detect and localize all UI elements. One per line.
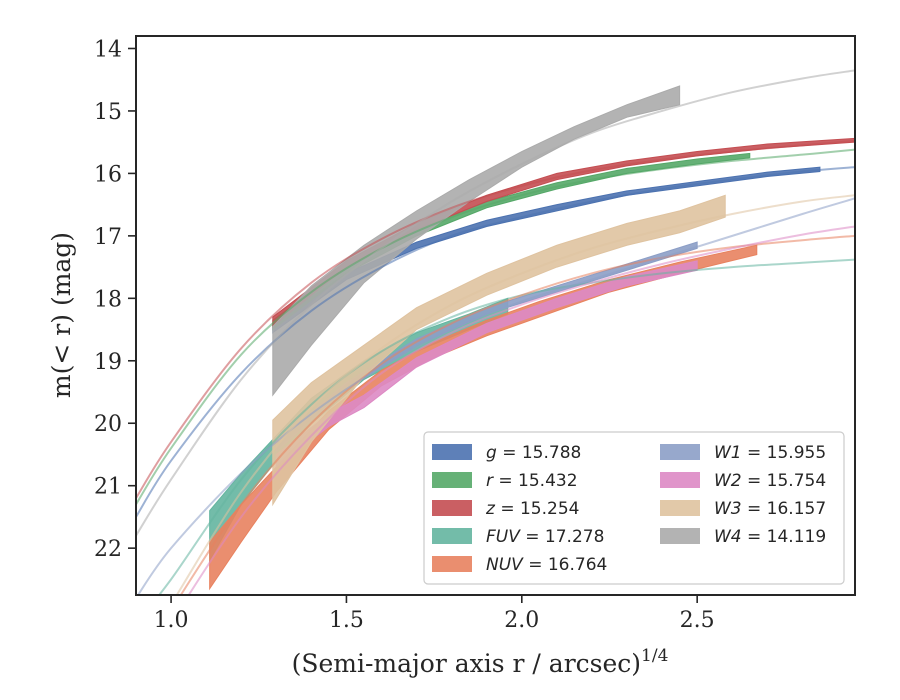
legend-label-fuv: FUV = 17.278 — [486, 527, 604, 547]
x-tick-label: 2.5 — [680, 608, 715, 633]
curve-w1 — [136, 197, 855, 595]
y-axis: 14 15 16 17 18 19 20 21 22 — [94, 37, 136, 562]
curve-w3 — [175, 194, 855, 595]
legend-swatch-w4 — [660, 528, 700, 544]
legend-label-w4: W4 = 14.119 — [714, 527, 826, 547]
band-nuv — [209, 244, 758, 591]
x-axis-title-main: (Semi-major axis r / arcsec) — [292, 649, 641, 678]
legend-label-w3: W3 = 16.157 — [714, 499, 826, 519]
band-w4 — [272, 85, 681, 397]
y-tick-label: 17 — [94, 225, 122, 250]
curve-z — [136, 139, 855, 499]
x-tick-label: 1.0 — [154, 608, 189, 633]
curve-g — [136, 166, 855, 518]
y-tick-label: 15 — [94, 100, 122, 125]
legend-swatch-fuv — [432, 528, 472, 544]
y-tick-label: 19 — [94, 350, 122, 375]
legend-swatch-z — [432, 500, 472, 516]
legend-swatch-w3 — [660, 500, 700, 516]
legend-label-z: z = 15.254 — [485, 499, 579, 519]
legend-label-g: g = 15.788 — [486, 443, 581, 463]
curve-w2 — [187, 225, 855, 595]
x-axis: 1.0 1.5 2.0 2.5 — [154, 595, 715, 633]
y-axis-title: m(< r) (mag) — [47, 232, 76, 398]
y-tick-label: 14 — [94, 37, 122, 62]
x-tick-label: 2.0 — [504, 608, 539, 633]
legend-swatch-r — [432, 472, 472, 488]
legend-label-r: r = 15.432 — [486, 471, 578, 491]
y-tick-label: 18 — [94, 287, 122, 312]
x-axis-title: (Semi-major axis r / arcsec)1/4 — [292, 646, 669, 678]
legend-swatch-nuv — [432, 556, 472, 572]
curve-w4 — [136, 69, 855, 537]
x-tick-label: 1.5 — [329, 608, 364, 633]
y-tick-label: 21 — [94, 475, 122, 500]
legend-label-w1: W1 = 15.955 — [714, 443, 826, 463]
legend-box — [423, 431, 845, 585]
legend-swatch-w2 — [660, 472, 700, 488]
legend: g = 15.788 r = 15.432 z = 15.254 FUV = 17.2… — [423, 431, 845, 585]
curve-r — [136, 148, 855, 505]
curves-layer — [136, 69, 855, 595]
curve-nuv — [179, 234, 855, 595]
legend-label-w2: W2 = 15.754 — [714, 471, 826, 491]
x-axis-title-exponent: 1/4 — [641, 646, 668, 666]
y-tick-label: 16 — [94, 162, 122, 187]
y-tick-label: 20 — [94, 412, 122, 437]
y-tick-label: 22 — [94, 537, 122, 562]
plot-frame — [135, 35, 856, 596]
band-g — [272, 166, 821, 334]
legend-swatch-g — [432, 444, 472, 460]
legend-label-nuv: NUV = 16.764 — [486, 555, 607, 575]
legend-swatch-w1 — [660, 444, 700, 460]
curve-fuv — [157, 258, 855, 595]
